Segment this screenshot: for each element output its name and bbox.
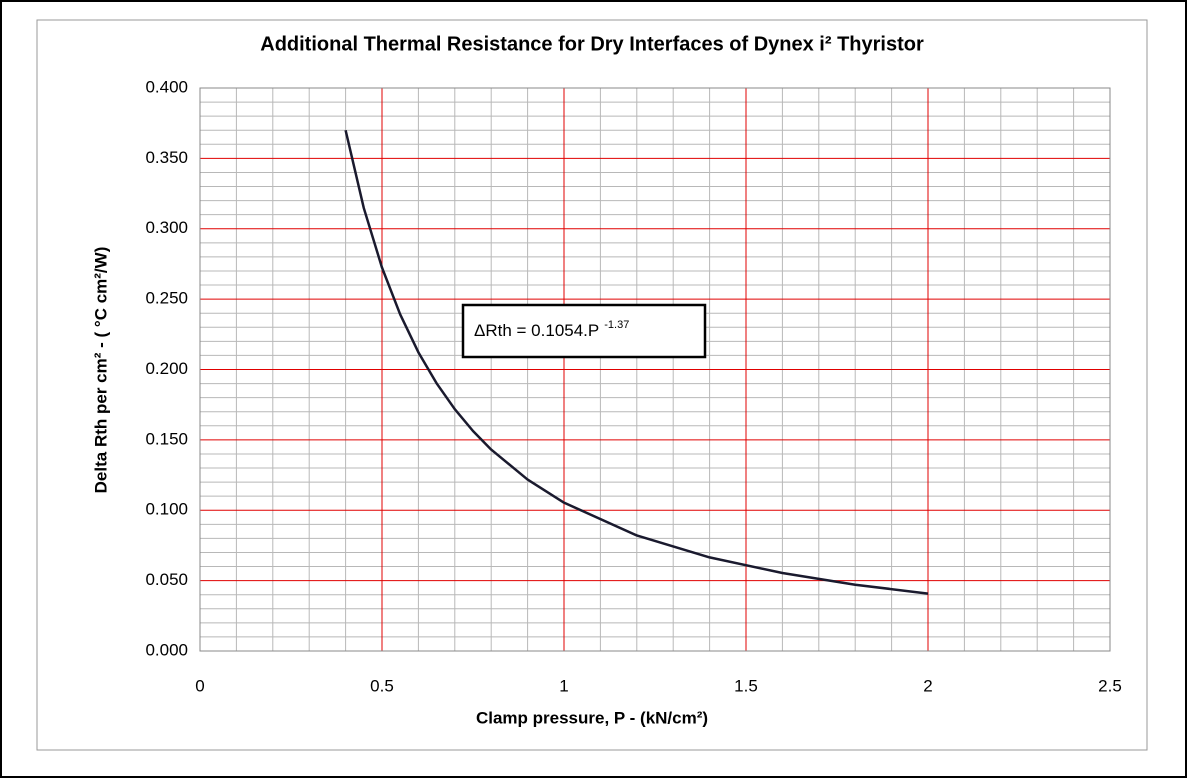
x-tick-label: 2.5: [1098, 676, 1122, 695]
y-tick-label: 0.100: [145, 500, 188, 519]
x-tick-label: 1: [559, 676, 568, 695]
x-tick-label: 1.5: [734, 676, 758, 695]
y-tick-label: 0.400: [145, 77, 188, 96]
chart-area-border: [36, 19, 1148, 751]
annotation-superscript: -1.37: [604, 319, 629, 331]
y-tick-label: 0.350: [145, 148, 188, 167]
y-tick-label: 0.300: [145, 218, 188, 237]
y-tick-label: 0.200: [145, 359, 188, 378]
x-tick-label: 0.5: [370, 676, 394, 695]
y-tick-label: 0.250: [145, 289, 188, 308]
y-axis-label: Delta Rth per cm² - ( °C cm²/W): [91, 247, 110, 494]
y-tick-label: 0.050: [145, 570, 188, 589]
line-series: [344, 129, 929, 595]
y-tick-label: 0.000: [145, 640, 188, 659]
x-tick-label: 0: [195, 676, 204, 695]
annotation-box: [461, 303, 707, 359]
annotation: ΔRth = 0.1054.P -1.37: [474, 319, 629, 341]
annotation-text: ΔRth = 0.1054.P: [474, 321, 599, 340]
chart-title: Additional Thermal Resistance for Dry In…: [260, 33, 924, 55]
y-tick-label: 0.150: [145, 429, 188, 448]
plot-border: [199, 87, 1111, 652]
x-axis-label: Clamp pressure, P - (kN/cm²): [476, 708, 708, 727]
x-tick-label: 2: [923, 676, 932, 695]
